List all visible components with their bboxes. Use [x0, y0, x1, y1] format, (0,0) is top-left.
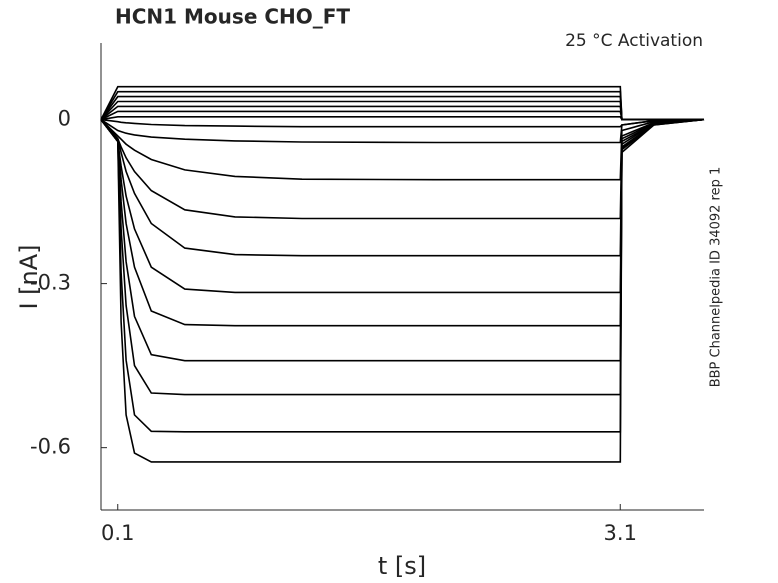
chart-title: HCN1 Mouse CHO_FT: [115, 5, 350, 29]
trace: [100, 118, 705, 181]
annotation: 25 °C Activation: [565, 31, 703, 51]
trace: [100, 118, 705, 294]
trace: [100, 118, 705, 327]
trace: [100, 118, 705, 463]
x-axis-label: t [s]: [378, 552, 426, 580]
y-tick-label: -0.3: [30, 271, 71, 295]
y-axis-label: I [nA]: [15, 244, 43, 309]
x-tick-label: 0.1: [101, 521, 134, 545]
y-tick-label: 0: [58, 107, 71, 131]
y-tick-label: -0.6: [30, 435, 71, 459]
trace: [100, 118, 705, 396]
trace: [100, 116, 704, 121]
trace: [100, 118, 705, 128]
x-tick-label: 3.1: [604, 521, 637, 545]
trace: [100, 118, 705, 144]
trace: [100, 105, 704, 121]
trace: [100, 118, 705, 220]
side-note: BBP Channelpedia ID 34092 rep 1: [709, 167, 724, 388]
trace: [100, 118, 705, 433]
trace: [100, 110, 704, 121]
